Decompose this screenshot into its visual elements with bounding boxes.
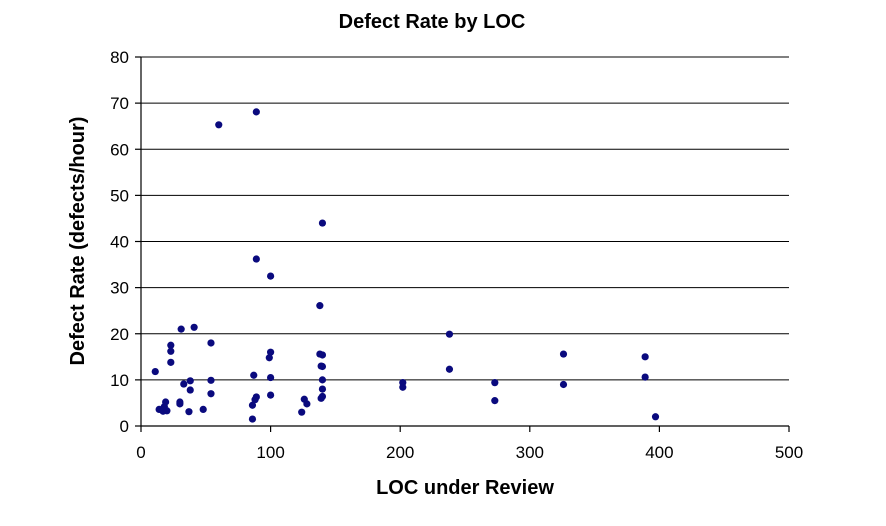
y-tick-label: 60: [110, 140, 129, 159]
data-point: [303, 400, 311, 408]
data-point: [491, 379, 499, 387]
x-tick-label: 400: [645, 443, 673, 462]
data-points: [151, 108, 660, 423]
data-point: [199, 405, 207, 413]
gridlines: [141, 56, 789, 381]
data-point: [190, 323, 198, 331]
x-tick-label: 0: [136, 443, 145, 462]
y-tick-label: 40: [110, 233, 129, 252]
data-point: [151, 367, 159, 376]
x-tick-label: 200: [386, 443, 414, 462]
data-point: [267, 348, 275, 356]
data-point: [215, 121, 223, 129]
data-point: [248, 401, 257, 409]
data-point: [185, 408, 193, 416]
x-tick-label: 300: [516, 443, 544, 462]
data-point: [318, 392, 327, 401]
data-point: [318, 362, 327, 371]
data-point: [176, 400, 184, 408]
data-point: [167, 358, 175, 366]
data-point: [265, 354, 273, 362]
data-point: [267, 272, 275, 280]
data-point: [318, 351, 327, 359]
data-point: [248, 415, 257, 423]
data-point: [316, 302, 324, 310]
axes: [135, 56, 790, 432]
data-point: [207, 376, 215, 384]
tick-labels: 0 10 20 30 40 50 60 70 80 0 100 200 300 400 500: [110, 48, 803, 462]
data-point: [318, 219, 327, 227]
data-point: [641, 373, 649, 381]
data-point: [491, 397, 499, 405]
y-axis-title: Defect Rate (defects/hour): [67, 117, 89, 366]
data-point: [267, 391, 275, 399]
x-axis-title: LOC under Review: [376, 477, 554, 499]
y-tick-label: 30: [110, 279, 129, 298]
x-tick-label: 100: [256, 443, 284, 462]
data-point: [267, 373, 275, 382]
data-point: [399, 383, 407, 391]
data-point: [167, 347, 175, 355]
data-point: [445, 330, 454, 338]
chart-title: Defect Rate by LOC: [339, 11, 526, 33]
y-tick-label: 80: [110, 48, 129, 67]
y-tick-label: 50: [110, 186, 129, 205]
data-point: [252, 255, 260, 263]
x-tick-label: 500: [775, 443, 803, 462]
data-point: [651, 413, 660, 421]
data-point: [318, 376, 327, 384]
data-point: [445, 365, 454, 373]
data-point: [177, 325, 185, 333]
data-point: [207, 339, 215, 347]
y-tick-label: 0: [120, 417, 129, 436]
data-point: [163, 407, 171, 415]
data-point: [186, 386, 194, 394]
data-point: [559, 380, 568, 389]
data-point: [298, 408, 306, 416]
data-point: [252, 108, 260, 116]
data-point: [318, 385, 327, 393]
data-point: [180, 380, 188, 388]
data-point: [559, 350, 568, 358]
data-point: [250, 371, 258, 379]
data-point: [252, 393, 260, 401]
y-tick-label: 20: [110, 325, 129, 344]
data-point: [207, 390, 215, 398]
y-tick-label: 10: [110, 371, 129, 390]
data-point: [186, 377, 194, 385]
data-point: [641, 353, 649, 361]
data-point: [167, 341, 175, 349]
data-point: [162, 398, 170, 406]
y-tick-label: 70: [110, 94, 129, 113]
